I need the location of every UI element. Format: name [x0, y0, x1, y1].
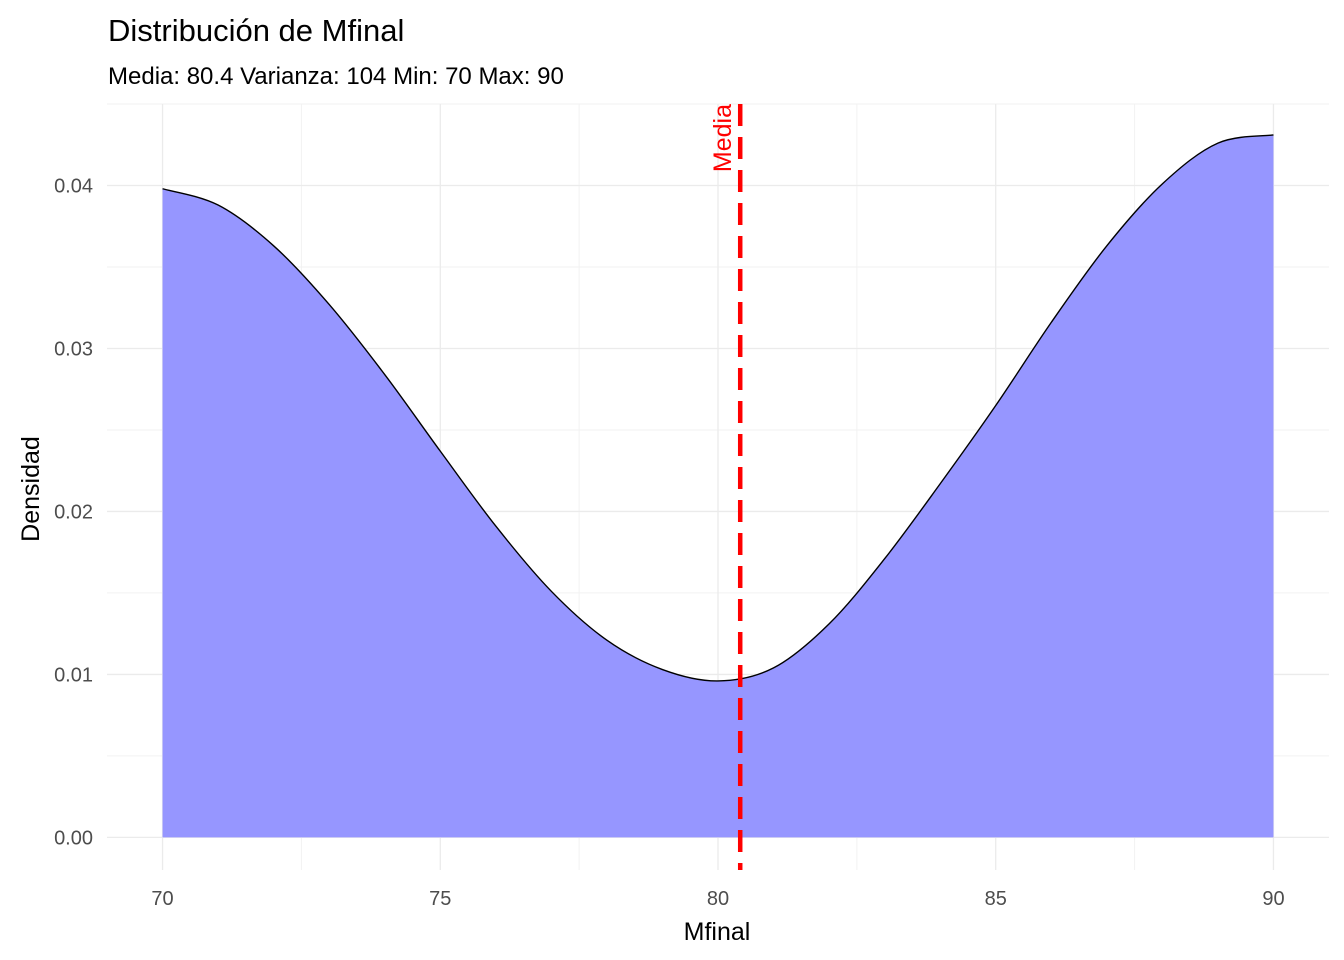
- x-tick-label: 90: [1262, 888, 1284, 910]
- y-tick-label: 0.00: [54, 827, 93, 849]
- y-tick-label: 0.03: [54, 338, 93, 360]
- tick-labels: 70 75 80 85 90 0.00 0.01 0.02 0.03 0.04: [54, 175, 1285, 910]
- x-tick-label: 80: [707, 888, 729, 910]
- x-tick-label: 75: [429, 888, 451, 910]
- chart-subtitle: Media: 80.4 Varianza: 104 Min: 70 Max: 9…: [108, 63, 564, 90]
- chart-title: Distribución de Mfinal: [108, 13, 404, 48]
- mean-annotation: Media: [709, 104, 743, 870]
- density-area: [162, 134, 1274, 838]
- y-tick-label: 0.01: [54, 664, 93, 686]
- y-axis-title: Densidad: [17, 436, 45, 542]
- x-axis-title: Mfinal: [684, 918, 751, 946]
- mean-label: Media: [709, 104, 737, 172]
- x-tick-label: 85: [985, 888, 1007, 910]
- x-tick-label: 70: [151, 888, 173, 910]
- y-tick-label: 0.02: [54, 501, 93, 523]
- y-tick-label: 0.04: [54, 175, 93, 197]
- density-curve: [162, 134, 1274, 682]
- density-fill: [162, 134, 1274, 838]
